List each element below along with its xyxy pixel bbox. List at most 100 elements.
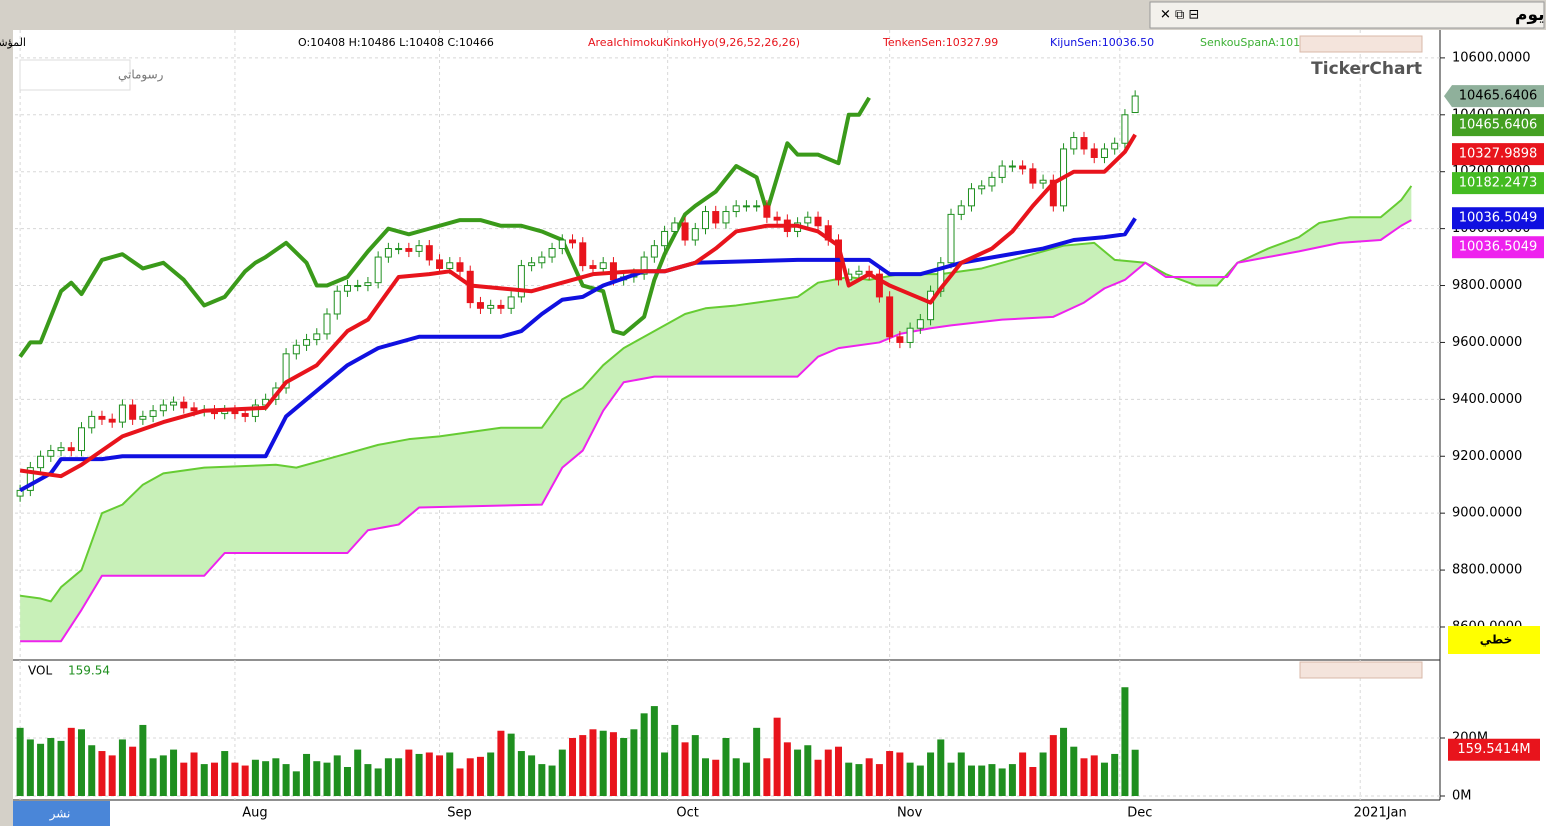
volume-bar — [875, 764, 883, 796]
publish-button[interactable] — [13, 801, 110, 826]
volume-bar — [200, 764, 208, 796]
window-controls[interactable]: ✕ ⧉ ⊟ — [1160, 8, 1199, 23]
candle-body — [333, 290, 341, 315]
volume-bar — [221, 751, 229, 796]
candle-body — [967, 188, 975, 207]
volume-bar — [170, 749, 178, 796]
volume-bar — [1080, 758, 1088, 796]
candle-body — [875, 273, 883, 298]
candle-body — [988, 176, 996, 187]
volume-bar — [37, 743, 45, 796]
volume-bar — [405, 749, 413, 796]
left-border — [0, 30, 13, 826]
volume-bar — [88, 745, 96, 796]
candle-body — [384, 248, 392, 258]
volume-bar — [1060, 727, 1068, 796]
plot: 8600.00008800.00009000.00009200.00009400… — [15, 30, 1544, 804]
volume-bar — [937, 739, 945, 796]
price-label-box — [1452, 172, 1544, 195]
volume-bar — [466, 758, 474, 796]
tenkan-text: TenkenSen:10327.99 — [882, 36, 998, 49]
candle-body — [569, 239, 577, 244]
volume-bar — [538, 764, 546, 796]
candle-body — [57, 447, 65, 452]
volume-bar — [476, 756, 484, 796]
price-label: 10327.9898 — [1459, 147, 1538, 162]
volume-bar — [517, 751, 525, 796]
volume-bar — [395, 758, 403, 796]
candle-body — [712, 211, 720, 224]
y-tick-label: 8800.0000 — [1452, 563, 1522, 578]
candle-body — [998, 165, 1006, 178]
volume-bar — [497, 730, 505, 796]
drawings-button-label[interactable]: رسوماتي — [118, 68, 164, 83]
x-tick-label: 2021Jan — [1354, 806, 1407, 821]
candle-body — [763, 205, 771, 218]
volume-bar — [753, 727, 761, 796]
volume-bar — [824, 749, 832, 796]
candle-body — [886, 296, 894, 338]
x-tick-label: Oct — [676, 806, 698, 821]
publish-button-label[interactable]: نشر — [49, 807, 71, 822]
volume-bar — [998, 768, 1006, 796]
volume-bar — [640, 713, 648, 796]
candle-body — [927, 290, 935, 321]
candle-body — [855, 270, 863, 275]
candle-body — [1049, 179, 1057, 207]
instrument-text: المؤشر العام لبورصة قطر (GNRI) شموع مفرغ… — [0, 36, 26, 49]
candle-body — [241, 413, 249, 417]
candle-body — [896, 336, 904, 343]
line-button[interactable] — [1448, 626, 1540, 654]
volume-bar — [927, 752, 935, 796]
volume-bar — [732, 758, 740, 796]
volume-bar — [118, 739, 126, 796]
candle-body — [1100, 148, 1108, 158]
volume-bar — [1029, 766, 1037, 796]
volume-bar — [26, 739, 34, 796]
volume-tick-label: 0M — [1452, 789, 1472, 804]
volume-bar — [231, 762, 239, 796]
candle-body — [978, 185, 986, 190]
volume-bar — [292, 771, 300, 796]
volume-bar — [558, 749, 566, 796]
volume-bar — [210, 762, 218, 796]
price-label-box — [1452, 207, 1544, 230]
candle-body — [37, 455, 45, 469]
candle-body — [804, 216, 812, 224]
volume-bar — [712, 759, 720, 796]
ohlc-text: O:10408 H:10486 L:10408 C:10466 — [298, 36, 494, 49]
candle-body — [354, 285, 362, 288]
volume-bar — [57, 740, 65, 796]
x-tick-label: Dec — [1127, 806, 1152, 821]
volume-bar — [1090, 755, 1098, 796]
volume-bar — [896, 752, 904, 796]
candle-body — [548, 248, 556, 258]
y-tick-label: 9800.0000 — [1452, 278, 1522, 293]
line-button-label[interactable]: خطي — [1480, 633, 1512, 647]
volume-bar — [722, 737, 730, 796]
candle-body — [742, 205, 750, 208]
volume-bar — [159, 755, 167, 796]
y-tick-label: 10600.0000 — [1452, 50, 1531, 65]
drawings-button[interactable] — [19, 59, 131, 91]
panel-controls[interactable] — [1299, 35, 1423, 53]
volume-bar — [620, 737, 628, 796]
kumo-cloud — [20, 185, 1412, 642]
volume-bar — [1049, 735, 1057, 796]
candle-body — [47, 450, 55, 457]
price-label: 10036.5049 — [1459, 211, 1538, 226]
candle-body — [1070, 137, 1078, 150]
volume-bar — [702, 758, 710, 796]
candle-body — [118, 404, 126, 423]
volume-bar — [98, 751, 106, 796]
candle-body — [702, 211, 710, 230]
volume-bar — [436, 755, 444, 796]
candle-body — [446, 262, 454, 269]
span_b-line — [20, 219, 1412, 643]
candle-body — [814, 216, 822, 227]
volume-bar — [272, 758, 280, 796]
chart-title: المؤشر العام لبورصة قطر - يوم — [1515, 5, 1546, 25]
volume-panel-controls[interactable] — [1299, 661, 1423, 679]
volume-bar — [47, 737, 55, 796]
